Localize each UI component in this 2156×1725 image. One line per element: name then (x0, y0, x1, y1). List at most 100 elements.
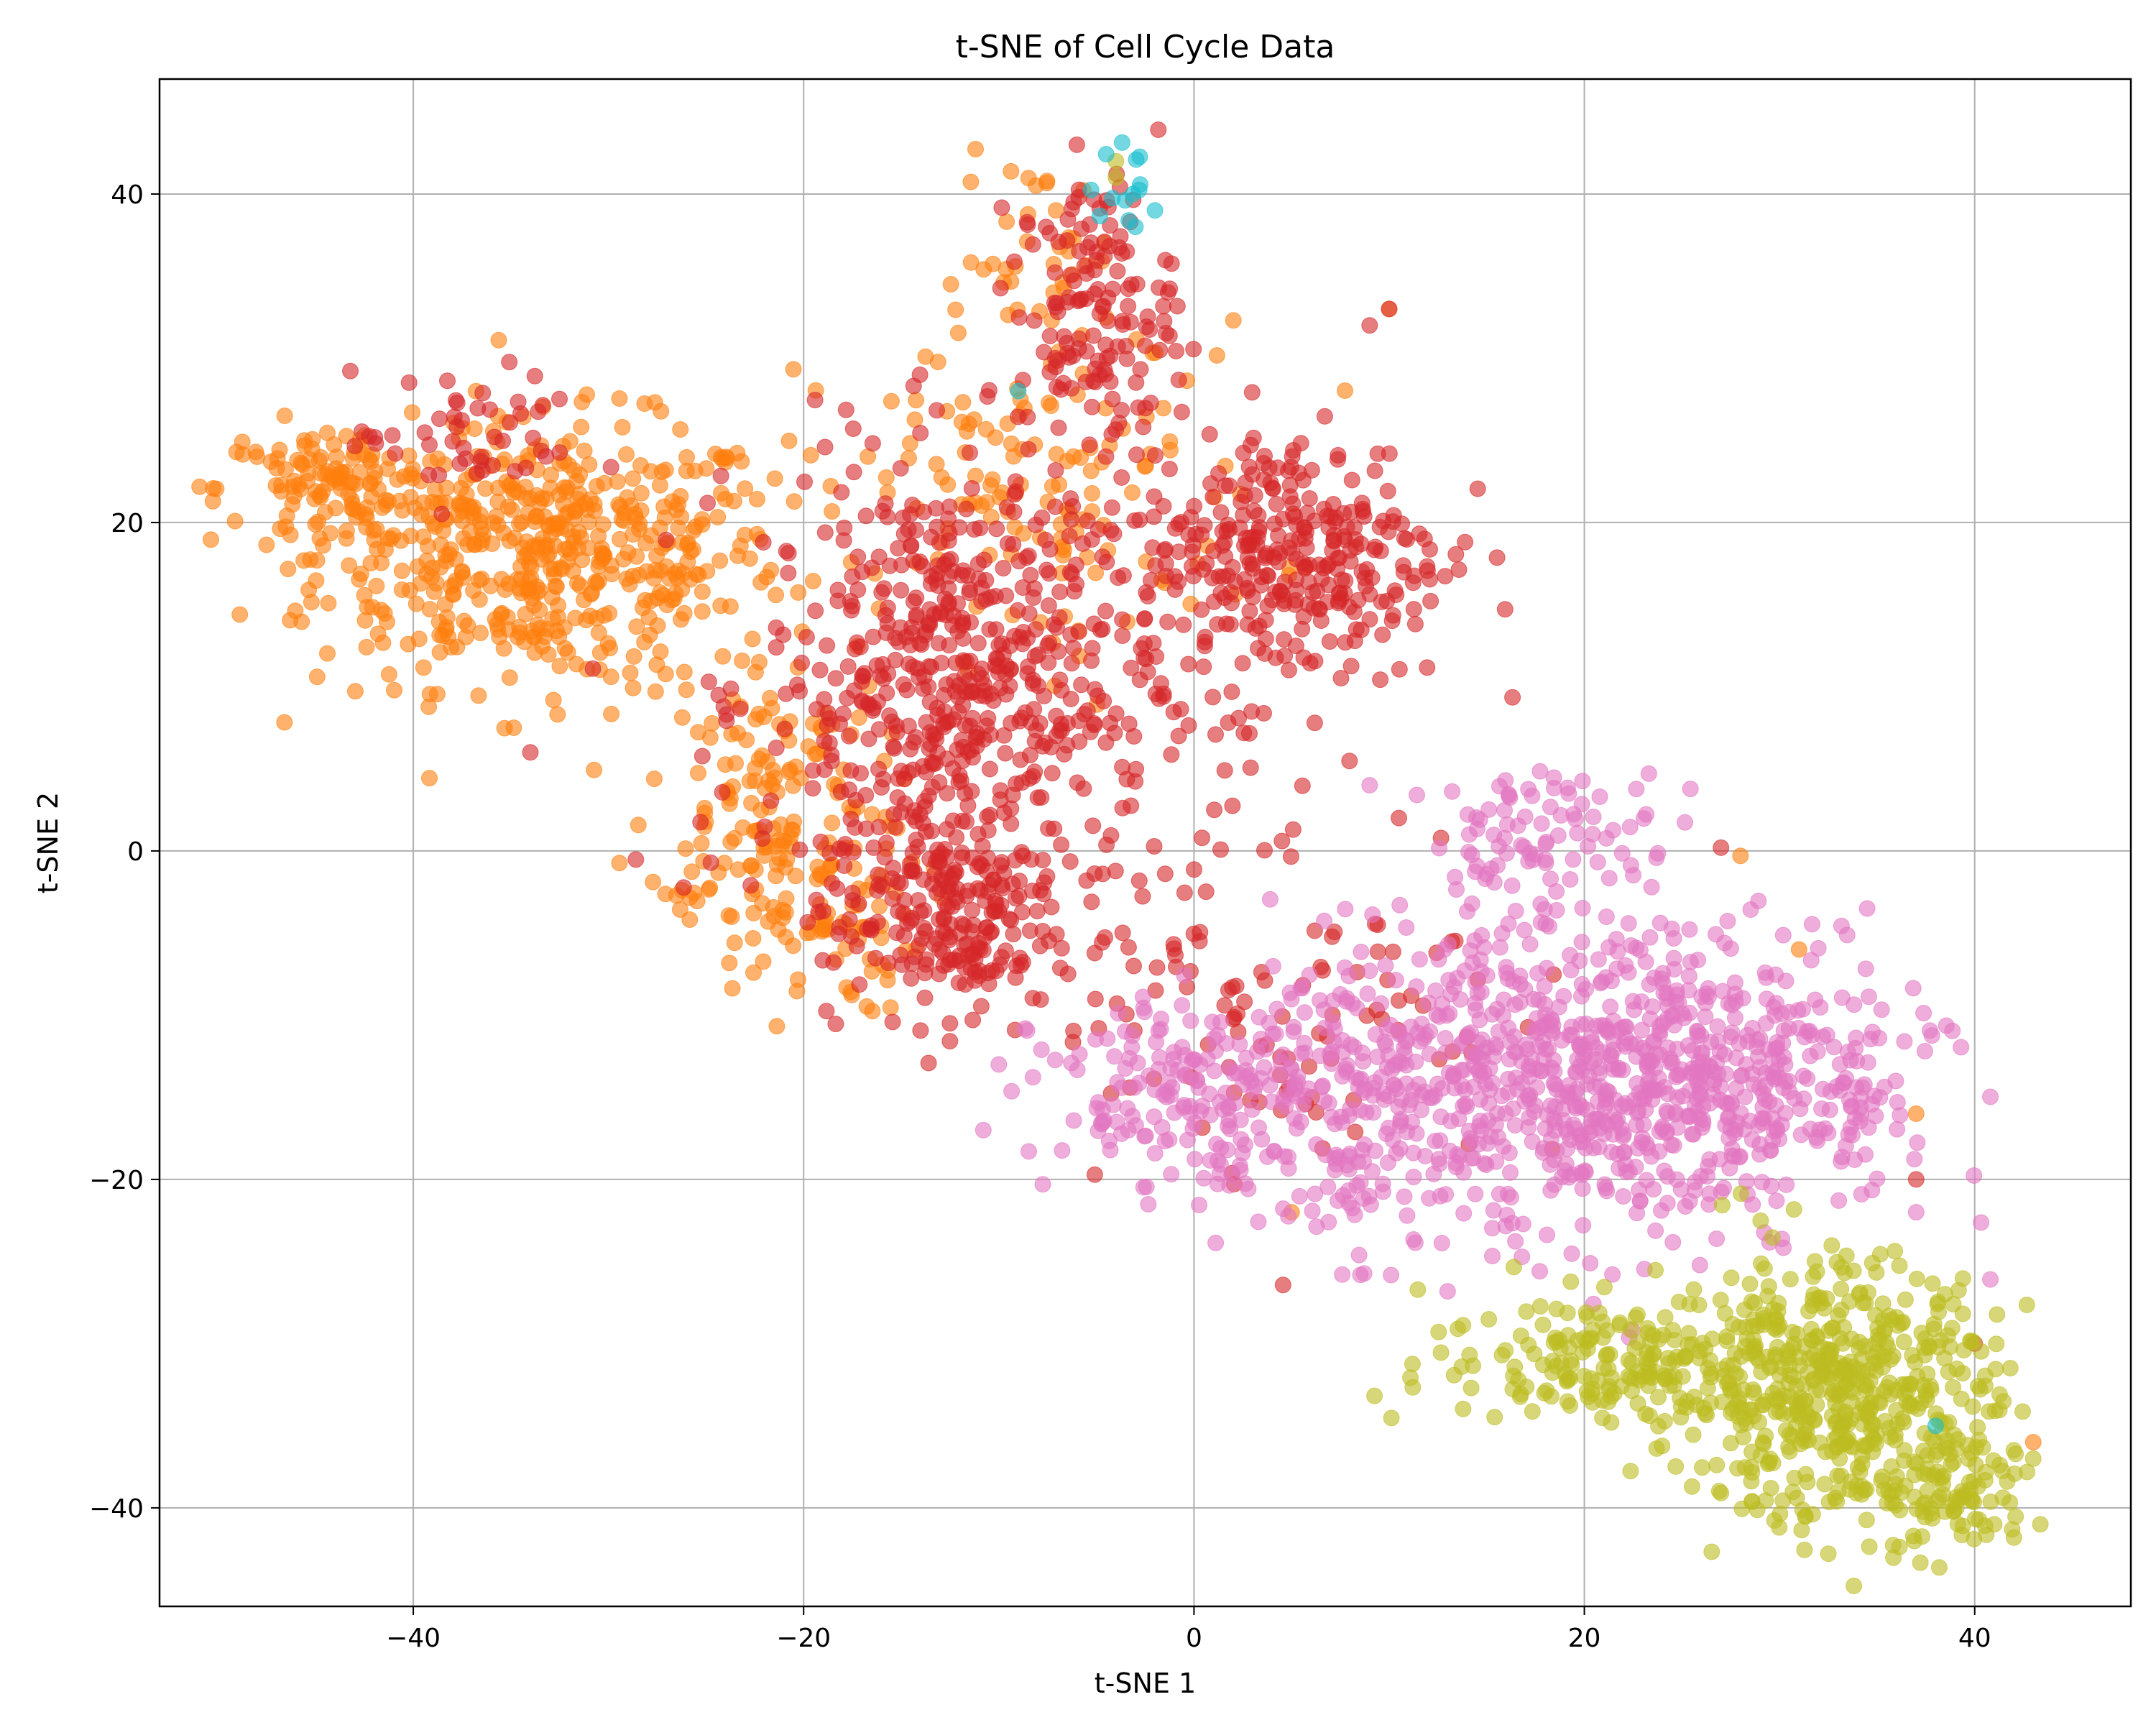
scatter-point (1296, 520, 1313, 537)
x-tick-label: −40 (386, 1624, 441, 1653)
scatter-point (1069, 774, 1086, 791)
scatter-point (1768, 1192, 1785, 1210)
scatter-point (814, 952, 831, 969)
scatter-point (310, 513, 327, 530)
scatter-point (958, 500, 975, 518)
scatter-point (1205, 543, 1222, 560)
scatter-point (1408, 1125, 1425, 1142)
scatter-point (895, 510, 911, 526)
scatter-point (1762, 1480, 1779, 1496)
scatter-point (1603, 1414, 1620, 1431)
scatter-point (1384, 943, 1401, 960)
scatter-point (939, 476, 957, 493)
scatter-point (1896, 1033, 1913, 1050)
scatter-point (755, 847, 773, 864)
scatter-point (1620, 964, 1637, 981)
scatter-point (1127, 218, 1144, 236)
scatter-point (992, 280, 1009, 297)
scatter-point (303, 441, 321, 457)
scatter-point (1771, 1317, 1788, 1334)
scatter-point (658, 531, 675, 548)
scatter-point (1082, 723, 1099, 740)
scatter-point (969, 826, 987, 842)
scatter-point (1084, 817, 1102, 834)
scatter-point (1014, 579, 1031, 596)
scatter-point (1754, 1316, 1772, 1333)
scatter-point (1123, 276, 1140, 293)
scatter-point (947, 654, 964, 671)
scatter-point (1136, 611, 1153, 627)
scatter-point (1372, 671, 1389, 689)
scatter-point (1440, 972, 1457, 989)
scatter-point (308, 572, 325, 589)
scatter-point (1703, 1543, 1720, 1560)
scatter-point (1141, 1067, 1158, 1085)
scatter-point (1242, 759, 1259, 776)
scatter-point (410, 630, 428, 648)
scatter-point (1907, 1204, 1925, 1221)
scatter-point (632, 484, 650, 502)
scatter-point (1628, 939, 1645, 957)
scatter-point (1274, 1276, 1291, 1294)
scatter-point (1210, 465, 1227, 482)
scatter-point (1765, 998, 1782, 1016)
scatter-point (1130, 181, 1148, 198)
scatter-point (1179, 1131, 1196, 1149)
scatter-point (1136, 1003, 1153, 1021)
scatter-point (1114, 316, 1131, 333)
scatter-point (1293, 1045, 1310, 1062)
scatter-point (1462, 1379, 1480, 1397)
scatter-point (783, 821, 801, 838)
scatter-point (1930, 1559, 1948, 1576)
scatter-point (1086, 944, 1103, 962)
scatter-point (1094, 1101, 1111, 1118)
scatter-point (1222, 584, 1240, 601)
scatter-point (727, 755, 744, 772)
scatter-point (1427, 1133, 1444, 1149)
scatter-point (1196, 517, 1213, 534)
scatter-point (1024, 1069, 1041, 1086)
scatter-point (902, 912, 919, 929)
scatter-point (1718, 1333, 1736, 1349)
scatter-point (1777, 1422, 1795, 1439)
scatter-point (1712, 1292, 1729, 1309)
scatter-point (1982, 1088, 1999, 1105)
scatter-point (1021, 770, 1038, 787)
scatter-point (954, 696, 972, 714)
scatter-point (1753, 1255, 1769, 1272)
scatter-point (701, 879, 719, 896)
scatter-point (1485, 1202, 1502, 1219)
scatter-point (1334, 1266, 1351, 1283)
scatter-point (1346, 519, 1363, 536)
scatter-point (1927, 1417, 1944, 1435)
scatter-point (1276, 648, 1294, 664)
scatter-point (1539, 1226, 1555, 1243)
scatter-point (1010, 408, 1027, 426)
scatter-point (1445, 1065, 1462, 1082)
scatter-point (1325, 533, 1342, 550)
scatter-point (1644, 1034, 1662, 1051)
scatter-point (1404, 1379, 1422, 1396)
scatter-point (249, 448, 266, 465)
scatter-point (1622, 1321, 1639, 1338)
scatter-point (1820, 1545, 1837, 1563)
scatter-point (1086, 1166, 1103, 1183)
scatter-point (1895, 1333, 1912, 1351)
scatter-point (1560, 1169, 1577, 1186)
scatter-point (1462, 1024, 1480, 1041)
scatter-point (454, 502, 471, 520)
scatter-point (694, 583, 711, 600)
scatter-point (1175, 616, 1192, 633)
scatter-point (1186, 861, 1202, 878)
scatter-point (1320, 576, 1337, 594)
scatter-point (1353, 494, 1370, 512)
scatter-point (1299, 505, 1316, 522)
scatter-point (1342, 1100, 1359, 1117)
scatter-point (1833, 1153, 1850, 1170)
scatter-point (1097, 448, 1115, 465)
scatter-point (1884, 1494, 1901, 1512)
scatter-point (1073, 676, 1090, 694)
scatter-point (1218, 1035, 1235, 1052)
scatter-point (366, 470, 383, 487)
scatter-point (848, 937, 865, 954)
